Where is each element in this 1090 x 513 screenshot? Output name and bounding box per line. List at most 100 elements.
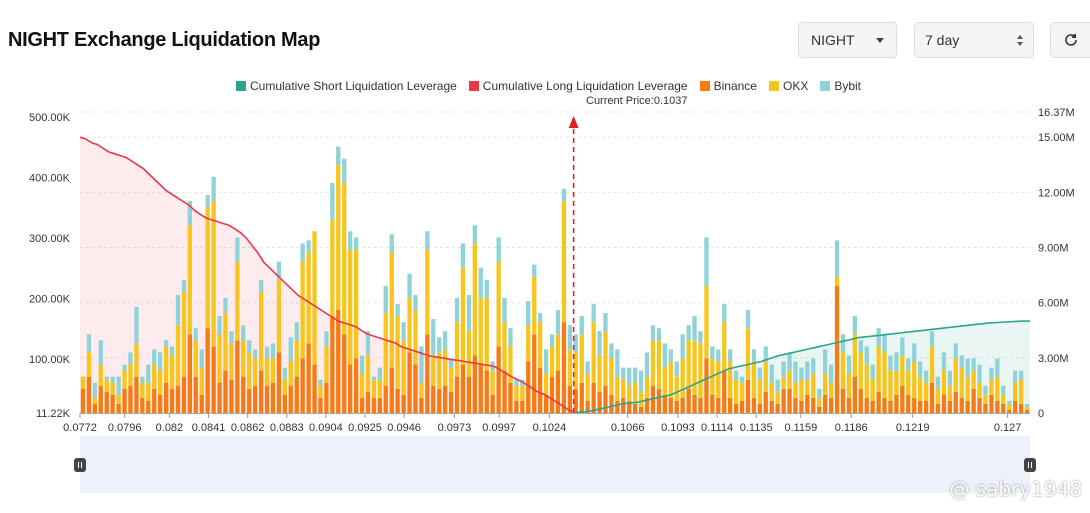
- bar-bybit: [858, 340, 863, 353]
- bar-binance: [478, 364, 483, 413]
- legend-item-binance[interactable]: Binance: [699, 79, 757, 93]
- bar-binance: [858, 388, 863, 413]
- bar-okx: [555, 334, 561, 371]
- range-select[interactable]: 7 day: [914, 22, 1034, 58]
- bar-okx: [241, 340, 246, 377]
- bar-okx: [395, 316, 400, 389]
- bar-bybit: [466, 294, 472, 332]
- bar-binance: [419, 397, 424, 413]
- bar-bybit: [823, 349, 828, 374]
- bar-okx: [449, 367, 454, 392]
- legend-label: Binance: [713, 79, 757, 93]
- bar-binance: [834, 285, 840, 413]
- legend-item-okx[interactable]: OKX: [768, 79, 808, 93]
- bar-bybit: [264, 346, 270, 359]
- bar-okx: [431, 355, 436, 386]
- bar-bybit: [698, 331, 703, 344]
- y-left-tick-label: 300.00K: [29, 233, 71, 245]
- bar-bybit: [211, 176, 216, 201]
- bar-binance: [276, 352, 282, 413]
- bar-bybit: [187, 201, 192, 226]
- bar-binance: [698, 397, 703, 413]
- legend-item-bybit[interactable]: Bybit: [820, 79, 861, 93]
- bar-binance: [977, 397, 982, 413]
- bar-okx: [86, 352, 92, 377]
- legend-item-short[interactable]: Cumulative Short Liquidation Leverage: [236, 79, 457, 93]
- bar-binance: [169, 388, 175, 413]
- bar-binance: [1019, 403, 1024, 413]
- bar-bybit: [971, 358, 976, 371]
- bar-okx: [639, 391, 644, 407]
- bar-okx: [98, 364, 103, 386]
- bar-okx: [181, 291, 187, 377]
- bar-okx: [128, 364, 133, 386]
- bar-bybit: [763, 346, 768, 362]
- bar-binance: [959, 397, 964, 413]
- bar-bybit: [306, 240, 311, 253]
- bar-binance: [401, 394, 406, 413]
- bar-okx: [104, 379, 109, 392]
- bar-okx: [538, 322, 543, 368]
- bar-okx: [799, 379, 804, 401]
- bar-binance: [365, 391, 371, 413]
- bar-bybit: [549, 334, 555, 347]
- bar-okx: [134, 343, 139, 377]
- bar-okx: [757, 379, 762, 404]
- y-left-tick-label: 400.00K: [29, 173, 71, 185]
- bar-okx: [597, 355, 602, 392]
- coin-select[interactable]: NIGHT: [798, 22, 897, 58]
- bar-binance: [158, 394, 163, 413]
- bar-okx: [229, 343, 234, 380]
- x-tick-label: 0.0772: [63, 422, 97, 434]
- bar-bybit: [995, 358, 1000, 377]
- bar-bybit: [419, 346, 424, 383]
- bar-okx: [270, 358, 276, 383]
- bar-okx: [953, 358, 958, 392]
- bar-okx: [199, 367, 204, 395]
- bar-bybit: [734, 370, 739, 380]
- bar-bybit: [692, 316, 697, 341]
- bar-okx: [728, 361, 733, 398]
- bar-bybit: [573, 334, 578, 353]
- bar-binance: [110, 394, 115, 413]
- chevron-down-icon: [876, 37, 884, 43]
- bar-bybit: [508, 328, 513, 347]
- legend-label: Bybit: [834, 79, 862, 93]
- bar-okx: [567, 349, 572, 386]
- bar-okx: [912, 361, 917, 398]
- bar-bybit: [324, 331, 329, 347]
- range-slider-track[interactable]: [80, 436, 1030, 493]
- x-tick-label: 0.127: [994, 422, 1022, 434]
- bar-okx: [722, 322, 727, 371]
- legend-item-long[interactable]: Cumulative Long Liquidation Leverage: [468, 79, 688, 93]
- bar-okx: [454, 322, 460, 377]
- bar-binance: [229, 379, 234, 413]
- bar-binance: [924, 400, 929, 413]
- bar-okx: [716, 361, 721, 398]
- x-tick-label: 0.0925: [348, 422, 382, 434]
- bar-binance: [1013, 400, 1018, 413]
- bar-binance: [757, 403, 762, 413]
- slider-right-handle[interactable]: [1024, 458, 1036, 472]
- refresh-button[interactable]: [1050, 22, 1090, 58]
- bar-binance: [104, 391, 109, 413]
- bar-okx: [164, 346, 169, 383]
- bar-bybit: [86, 334, 92, 353]
- bar-okx: [644, 376, 650, 398]
- bar-bybit: [395, 304, 400, 317]
- bar-bybit: [656, 328, 662, 341]
- bar-okx: [870, 379, 875, 401]
- bar-okx: [834, 276, 840, 286]
- legend-swatch: [468, 81, 479, 91]
- bar-okx: [460, 267, 466, 365]
- bar-bybit: [437, 337, 442, 353]
- bar-bybit: [787, 352, 792, 371]
- bar-bybit: [359, 355, 365, 374]
- bar-bybit: [294, 322, 299, 341]
- slider-left-handle[interactable]: [74, 458, 86, 472]
- bar-bybit: [650, 325, 656, 341]
- bar-okx: [419, 382, 424, 398]
- bar-bybit: [449, 358, 454, 368]
- bar-okx: [787, 370, 792, 389]
- bar-okx: [941, 370, 947, 395]
